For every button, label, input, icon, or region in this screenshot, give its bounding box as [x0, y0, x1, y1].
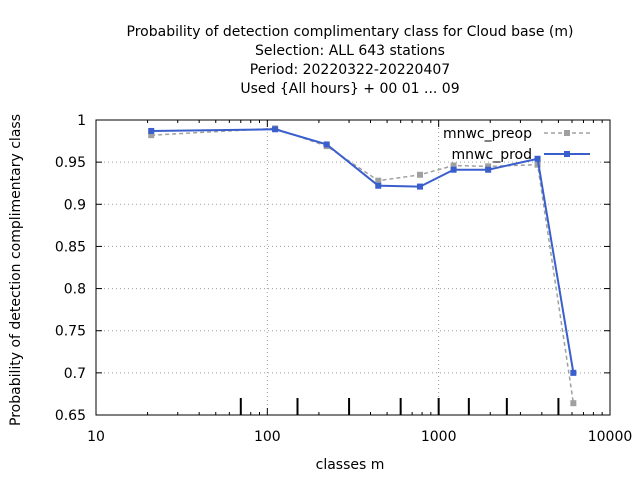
chart-title-line: Selection: ALL 643 stations [255, 43, 445, 59]
series-line-mnwc_preop [151, 127, 575, 404]
data-point-mnwc_preop [450, 162, 457, 169]
x-tick-label: 1000 [421, 429, 457, 445]
data-point-mnwc_preop [485, 163, 492, 170]
x-tick-label: 10000 [588, 429, 633, 445]
x-tick-label: 10 [87, 429, 105, 445]
y-tick-label: 0.95 [55, 155, 86, 171]
legend-label-mnwc_preop: mnwc_preop [443, 126, 532, 142]
data-point-mnwc_prod [272, 126, 279, 133]
plot-frame [95, 119, 611, 416]
data-point-mnwc_prod [570, 369, 577, 376]
y-tick-label: 0.75 [55, 324, 86, 340]
data-point-mnwc_prod [485, 166, 492, 173]
data-point-mnwc_prod [375, 182, 382, 189]
x-axis-label: classes m [316, 457, 385, 473]
y-axis-label: Probability of detection complimentary c… [8, 114, 24, 426]
legend-label-mnwc_prod: mnwc_prod [452, 147, 532, 163]
chart-title-line: Period: 20220322-20220407 [250, 62, 450, 78]
y-tick-label: 0.9 [64, 197, 86, 213]
data-point-mnwc_preop [148, 132, 155, 139]
data-point-mnwc_prod [416, 183, 423, 190]
y-tick-label: 0.65 [55, 408, 86, 424]
y-tick-label: 0.85 [55, 239, 86, 255]
series-line-mnwc_prod [151, 128, 575, 374]
data-point-mnwc_preop [416, 171, 423, 178]
legend-marker-mnwc_prod [564, 151, 570, 157]
y-tick-label: 0.7 [64, 366, 86, 382]
data-point-mnwc_preop [375, 177, 382, 184]
data-point-mnwc_prod [148, 127, 155, 134]
y-tick-label: 1 [77, 113, 86, 129]
x-tick-label: 100 [254, 429, 281, 445]
data-point-mnwc_preop [570, 400, 577, 407]
legend-marker-mnwc_preop [564, 130, 570, 136]
data-point-mnwc_prod [534, 155, 541, 162]
chart-title-line: Used {All hours} + 00 01 ... 09 [240, 81, 459, 97]
y-tick-label: 0.8 [64, 282, 86, 298]
chart-title-line: Probability of detection complimentary c… [127, 24, 574, 40]
data-point-mnwc_prod [323, 141, 330, 148]
data-point-mnwc_prod [450, 166, 457, 173]
